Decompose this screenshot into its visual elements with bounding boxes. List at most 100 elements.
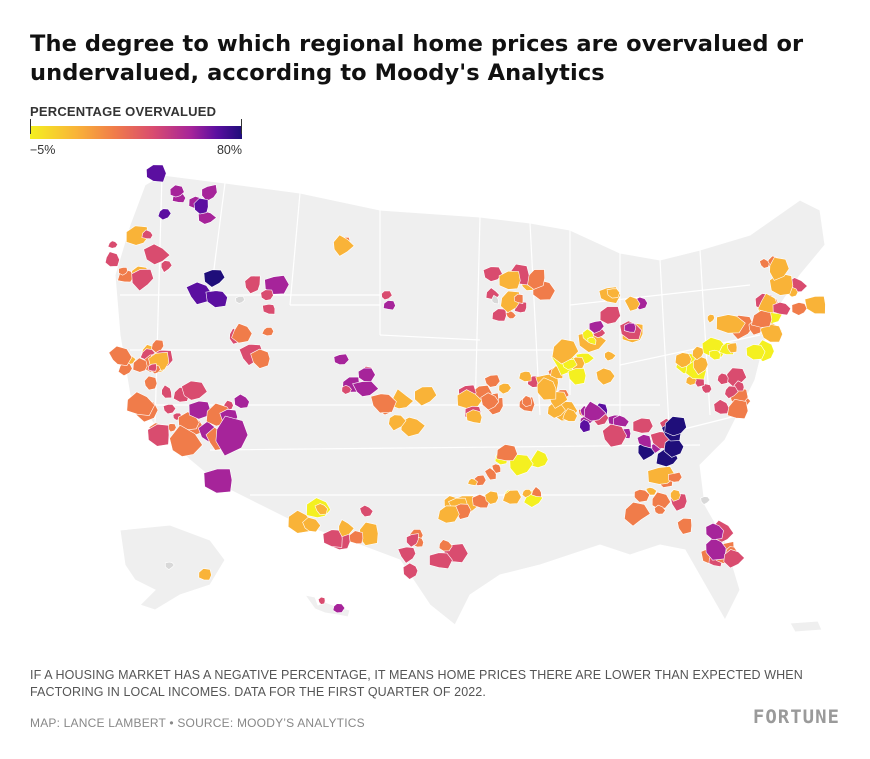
- metro-area: [804, 295, 826, 315]
- state-border-line: [289, 192, 301, 306]
- metro-area: [161, 384, 173, 399]
- metro-area: [498, 382, 512, 395]
- metro-area: [107, 240, 119, 249]
- metro-area: [465, 409, 483, 424]
- metro-area: [716, 314, 746, 334]
- metro-area: [624, 501, 651, 527]
- color-legend: PERCENTAGE OVERVALUED −5% 80%: [30, 104, 242, 159]
- metro-area: [717, 372, 729, 385]
- metro-area: [757, 292, 778, 314]
- metro-area: [624, 295, 641, 312]
- metro-area: [587, 336, 597, 345]
- metro-area: [705, 537, 727, 561]
- state-border-line: [659, 259, 671, 446]
- metro-area: [726, 342, 738, 354]
- metro-area: [198, 210, 217, 225]
- metro-area: [701, 383, 713, 394]
- metro-area: [359, 504, 374, 518]
- metro-area: [348, 530, 364, 545]
- metro-area: [397, 546, 417, 564]
- metro-area: [341, 384, 352, 395]
- metro-area: [169, 184, 185, 198]
- state-border-line: [379, 334, 481, 341]
- metro-area: [429, 552, 453, 570]
- metro-area: [233, 393, 250, 409]
- metro-area: [108, 345, 133, 367]
- metro-area: [623, 322, 637, 333]
- metro-area: [651, 491, 671, 510]
- metro-area: [562, 408, 578, 422]
- metro-area: [634, 489, 651, 503]
- metro-area: [302, 516, 321, 533]
- metro-area: [438, 539, 453, 552]
- metro-area: [250, 348, 271, 369]
- metro-area: [406, 533, 419, 548]
- metro-area: [759, 258, 770, 269]
- metro-area: [471, 493, 490, 509]
- metro-area: [215, 415, 249, 457]
- metro-area: [677, 517, 693, 535]
- metro-area: [160, 260, 173, 273]
- metro-area: [193, 197, 209, 215]
- metro-area: [157, 208, 172, 221]
- metro-area: [791, 302, 808, 316]
- metro-area: [370, 393, 397, 414]
- metro-area: [198, 568, 212, 581]
- metro-area: [769, 257, 790, 281]
- us-choropleth-map: [104, 165, 826, 633]
- metro-area: [388, 414, 407, 432]
- metro-area: [484, 467, 497, 481]
- legend-max-label: 80%: [216, 143, 242, 157]
- metro-area: [664, 416, 687, 437]
- metro-area: [606, 288, 621, 299]
- metro-area: [691, 345, 704, 361]
- metro-area: [612, 414, 630, 428]
- metro-area: [264, 275, 290, 295]
- metro-area: [467, 478, 478, 486]
- metro-area: [322, 529, 343, 548]
- chart-title: The degree to which regional home prices…: [30, 31, 804, 86]
- state-border-line: [474, 216, 481, 416]
- metro-area: [709, 349, 721, 361]
- metro-area: [518, 370, 532, 382]
- legend-title: PERCENTAGE OVERVALUED: [30, 104, 217, 119]
- metro-area: [314, 503, 328, 515]
- metro-area: [125, 225, 149, 246]
- metro-area: [531, 486, 542, 498]
- metro-area: [496, 444, 518, 462]
- state-border-line: [209, 444, 701, 451]
- metro-area: [772, 301, 792, 316]
- metro-area: [164, 561, 175, 570]
- metro-area: [521, 488, 533, 498]
- metro-area: [636, 434, 652, 449]
- metro-area: [357, 367, 376, 382]
- metro-area: [333, 234, 355, 257]
- metro-area: [579, 419, 591, 433]
- metro-area: [201, 184, 218, 202]
- metro-area: [188, 400, 211, 420]
- metro-area: [205, 290, 228, 308]
- metro-area: [333, 353, 350, 366]
- state-border-line: [569, 284, 751, 306]
- metro-area: [480, 392, 500, 411]
- metro-area: [131, 268, 154, 292]
- metro-area: [724, 385, 739, 399]
- legend-min-tick: [30, 119, 31, 134]
- metro-area: [588, 320, 605, 334]
- metro-area: [513, 293, 524, 304]
- metro-area: [668, 471, 683, 483]
- metro-area: [402, 562, 419, 580]
- metro-area: [260, 289, 274, 301]
- metro-areas: [104, 165, 826, 614]
- metro-area: [261, 326, 275, 337]
- legend-color-ramp: [30, 126, 242, 139]
- metro-area: [143, 243, 171, 265]
- metro-area: [383, 300, 396, 311]
- metro-area: [244, 275, 261, 295]
- metro-area: [144, 375, 158, 391]
- metro-area: [203, 269, 226, 288]
- metro-area: [231, 322, 253, 344]
- metro-area: [502, 489, 522, 505]
- metro-area: [521, 395, 532, 408]
- metro-area: [414, 386, 438, 407]
